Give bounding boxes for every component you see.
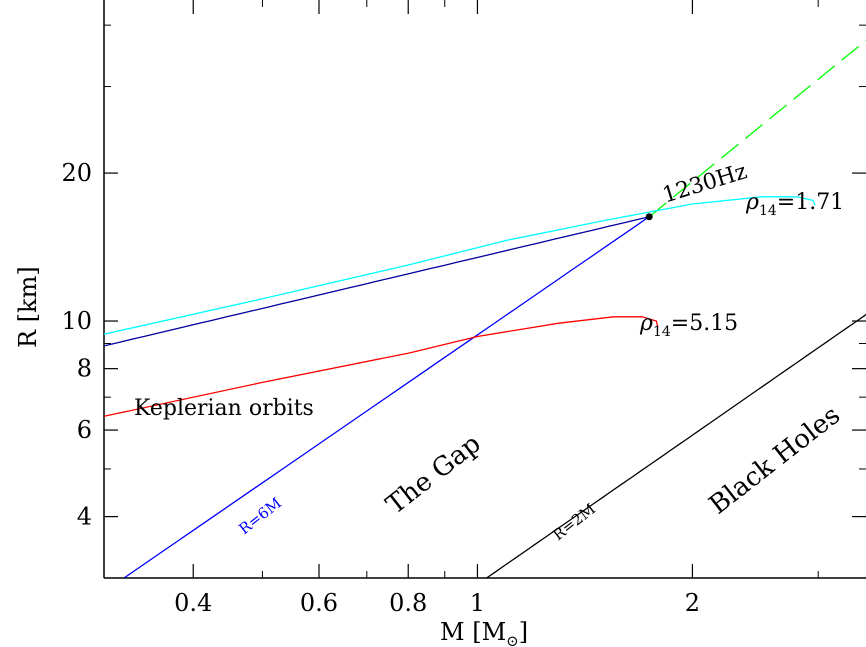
marker-label-1230hz: 1230Hz [660, 159, 750, 208]
series-line-rho515 [104, 316, 659, 417]
rho-171-symbol: ρ [745, 190, 759, 215]
x-tick-label: 0.8 [389, 589, 427, 617]
y-tick-label: 10 [61, 307, 92, 335]
series-line-extension [648, 39, 866, 218]
x-axis-title-close: ] [519, 618, 528, 646]
series-line-schwarzschild [486, 313, 866, 578]
series-line-rho171 [104, 196, 816, 335]
x-axis-title: M [M⊙] [440, 618, 528, 647]
y-tick-label: 8 [77, 355, 92, 383]
x-axis-title-sub: ⊙ [506, 632, 519, 647]
x-tick-label: 0.4 [174, 589, 212, 617]
rho-171-value: =1.71 [777, 190, 844, 215]
y-tick-label: 4 [77, 503, 92, 531]
axes-frame [103, 0, 866, 579]
rho-515-symbol: ρ [639, 311, 653, 336]
marker-point-1230hz [645, 213, 653, 221]
series-line-isco [123, 216, 650, 578]
data-series [104, 39, 866, 578]
the-gap-label: The Gap [381, 429, 487, 521]
rho-171-label: ρ14=1.71 [745, 190, 844, 219]
isco-line-label: R=6M [235, 494, 285, 538]
x-axis-title-main: M [M [440, 618, 506, 646]
tick-labels: 0.4 0.6 0.8 1 2 4 6 8 10 20 [61, 159, 700, 617]
y-axis-title: R [km] [14, 266, 42, 348]
tick-marks [103, 0, 866, 579]
x-tick-label: 0.6 [300, 589, 338, 617]
x-tick-label: 2 [685, 589, 700, 617]
schwarzschild-line-label: R=2M [549, 500, 599, 544]
rho-515-value: =5.15 [671, 311, 738, 336]
x-tick-label: 1 [470, 589, 485, 617]
black-holes-label: Black Holes [704, 400, 846, 520]
keplerian-orbits-label: Keplerian orbits [134, 396, 314, 421]
y-tick-label: 20 [61, 159, 92, 187]
y-tick-label: 6 [77, 416, 92, 444]
series-line-orbit_1230 [104, 216, 650, 347]
rho-515-subscript: 14 [653, 324, 671, 340]
rho-515-label: ρ14=5.15 [639, 311, 738, 340]
rho-171-subscript: 14 [759, 203, 777, 219]
